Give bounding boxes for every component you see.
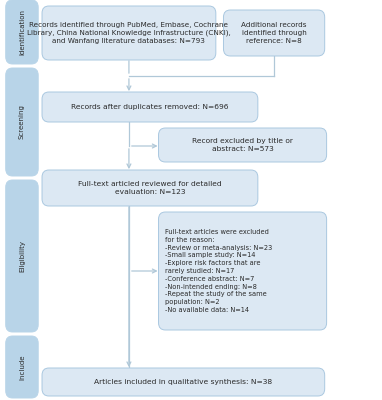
Text: Records identified through PubMed, Embase, Cochrane
Library, China National Know: Records identified through PubMed, Embas…: [27, 22, 231, 44]
FancyBboxPatch shape: [6, 336, 38, 398]
FancyBboxPatch shape: [42, 368, 325, 396]
Text: Eligibility: Eligibility: [19, 240, 25, 272]
Text: Records after duplicates removed: N=696: Records after duplicates removed: N=696: [71, 104, 229, 110]
FancyBboxPatch shape: [159, 212, 327, 330]
Text: Articles included in qualitative synthesis: N=38: Articles included in qualitative synthes…: [94, 379, 272, 385]
FancyBboxPatch shape: [6, 180, 38, 332]
Text: Include: Include: [19, 354, 25, 380]
Text: Full-text articles were excluded
for the reason:
-Review or meta-analysis: N=23
: Full-text articles were excluded for the…: [165, 229, 272, 313]
FancyBboxPatch shape: [6, 0, 38, 64]
FancyBboxPatch shape: [42, 92, 258, 122]
Text: Screening: Screening: [19, 104, 25, 140]
Text: Identification: Identification: [19, 9, 25, 55]
FancyBboxPatch shape: [223, 10, 325, 56]
FancyBboxPatch shape: [6, 68, 38, 176]
FancyBboxPatch shape: [159, 128, 327, 162]
Text: Additional records
identified through
reference: N=8: Additional records identified through re…: [241, 22, 307, 44]
Text: Full-text articled reviewed for detailed
evaluation: N=123: Full-text articled reviewed for detailed…: [78, 181, 222, 195]
FancyBboxPatch shape: [42, 6, 216, 60]
Text: Record excluded by title or
abstract: N=573: Record excluded by title or abstract: N=…: [192, 138, 293, 152]
FancyBboxPatch shape: [42, 170, 258, 206]
